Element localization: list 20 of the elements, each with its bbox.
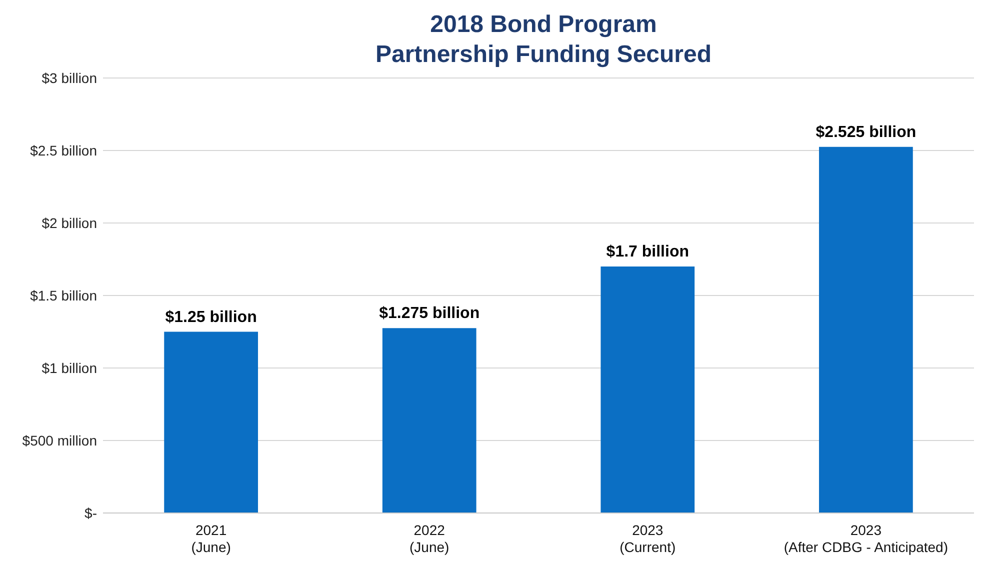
data-label: $2.525 billion <box>816 124 916 141</box>
x-tick-label: 2021 (June) <box>191 522 231 555</box>
data-label: $1.25 billion <box>165 308 257 326</box>
y-tick-label: $1 billion <box>42 360 97 376</box>
bar <box>164 332 258 513</box>
bar <box>382 328 476 513</box>
bar <box>600 266 695 513</box>
y-tick-label: $3 billion <box>42 70 97 86</box>
x-tick-label: 2023 (After CDBG - Anticipated) <box>784 522 948 555</box>
x-tick-label: 2023 (Current) <box>620 522 676 555</box>
x-tick-label: 2022 (June) <box>410 522 450 555</box>
chart-title: 2018 Bond Program Partnership Funding Secured <box>375 11 712 68</box>
data-label: $1.275 billion <box>379 305 480 322</box>
y-tick-label: $1.5 billion <box>30 287 97 304</box>
y-tick-label: $500 million <box>22 432 97 448</box>
y-tick-label: $2 billion <box>42 214 97 231</box>
data-label: $1.7 billion <box>606 244 689 260</box>
y-tick-label: $2.5 billion <box>30 142 97 158</box>
bar <box>819 146 913 513</box>
y-tick-label: $- <box>84 504 98 521</box>
